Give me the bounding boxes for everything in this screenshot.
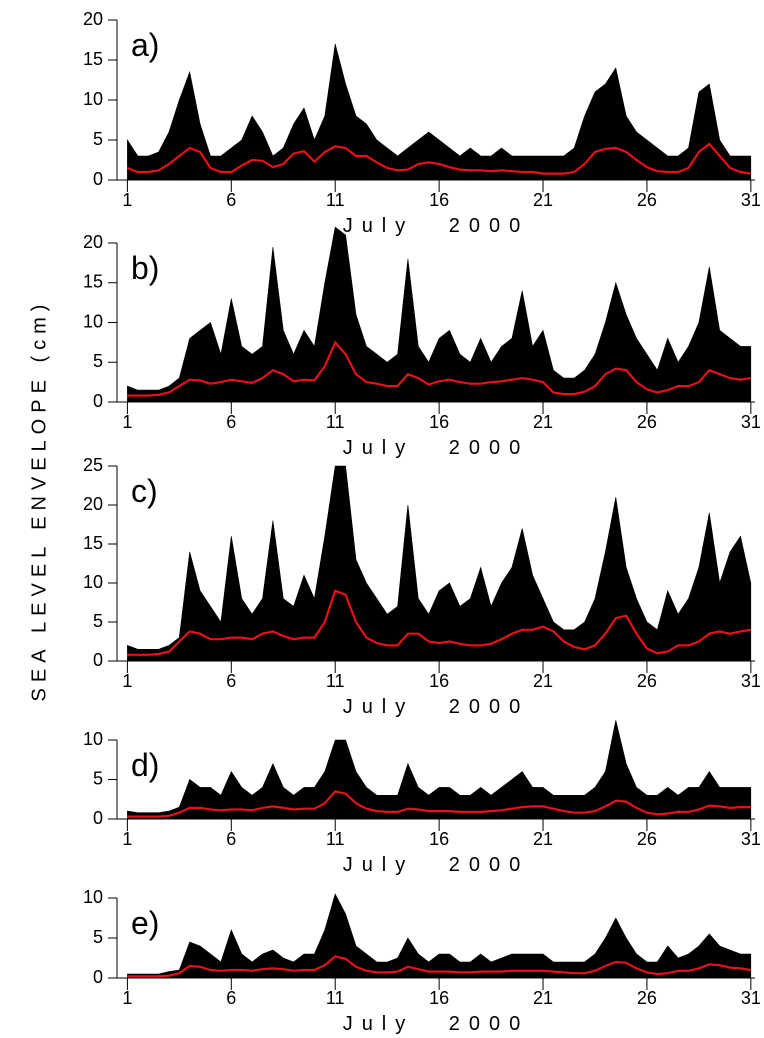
trend-line [127,340,751,397]
panel-label: e) [131,905,159,941]
y-tick-label: 20 [83,232,103,252]
y-tick-label: 15 [83,49,103,69]
x-axis-label: July 2000 [343,854,530,876]
envelope-area [127,720,752,820]
y-tick-label: 10 [83,729,103,749]
x-tick-label: 31 [741,412,761,432]
y-tick-label: 10 [83,311,103,331]
x-tick-label: 26 [637,671,657,691]
y-tick-label: 10 [83,572,103,592]
x-tick-label: 31 [741,190,761,210]
x-tick-label: 1 [122,988,132,1008]
panel-label: a) [131,27,159,63]
x-tick-label: 11 [326,412,345,432]
panel-label: d) [131,747,159,783]
x-tick-label: 31 [741,988,761,1008]
x-tick-label: 6 [226,671,236,691]
x-tick-label: 11 [326,671,345,691]
envelope-area [127,893,752,979]
panel-label: c) [131,473,158,509]
x-tick-label: 6 [226,829,236,849]
x-tick-label: 11 [326,829,345,849]
x-tick-label: 11 [326,190,345,210]
y-tick-label: 0 [93,650,103,670]
x-axis-label: July 2000 [343,215,530,237]
y-tick-label: 5 [93,351,103,371]
y-tick-label: 0 [93,808,103,828]
x-tick-label: 26 [637,988,657,1008]
x-tick-label: 6 [226,412,236,432]
y-tick-label: 20 [83,494,103,514]
x-tick-label: 6 [226,988,236,1008]
y-tick-label: 15 [83,533,103,553]
x-tick-label: 21 [533,829,553,849]
y-tick-label: 25 [83,455,103,475]
y-axis-label: SEA LEVEL ENVELOPE (cm) [28,299,50,702]
x-tick-label: 26 [637,190,657,210]
y-tick-label: 15 [83,272,103,292]
envelope-area [127,465,752,662]
x-tick-label: 21 [533,988,553,1008]
x-tick-label: 6 [226,190,236,210]
panel-label: b) [131,250,159,286]
x-tick-label: 11 [326,988,345,1008]
x-tick-label: 1 [122,190,132,210]
y-tick-label: 10 [83,887,103,907]
x-tick-label: 16 [429,412,449,432]
x-tick-label: 16 [429,671,449,691]
x-axis-label: July 2000 [343,1013,530,1035]
trend-line [127,589,751,656]
x-tick-label: 16 [429,829,449,849]
trend-line [127,790,751,818]
y-tick-label: 0 [93,391,103,411]
y-tick-label: 5 [93,768,103,788]
x-tick-label: 1 [122,671,132,691]
x-tick-label: 1 [122,412,132,432]
x-tick-label: 31 [741,671,761,691]
y-tick-label: 0 [93,169,103,189]
y-tick-label: 5 [93,129,103,149]
x-tick-label: 21 [533,671,553,691]
envelope-area [127,226,752,403]
x-tick-label: 16 [429,190,449,210]
y-tick-label: 20 [83,9,103,29]
trend-line [127,955,751,978]
y-tick-label: 10 [83,89,103,109]
x-tick-label: 31 [741,829,761,849]
x-tick-label: 26 [637,829,657,849]
y-tick-label: 5 [93,927,103,947]
y-tick-label: 0 [93,967,103,987]
envelope-area [127,43,752,181]
x-tick-label: 26 [637,412,657,432]
x-tick-label: 16 [429,988,449,1008]
x-axis-label: July 2000 [343,696,530,718]
x-tick-label: 1 [122,829,132,849]
trend-line [127,142,751,175]
x-tick-label: 21 [533,412,553,432]
y-tick-label: 5 [93,611,103,631]
x-tick-label: 21 [533,190,553,210]
x-axis-label: July 2000 [343,437,530,459]
